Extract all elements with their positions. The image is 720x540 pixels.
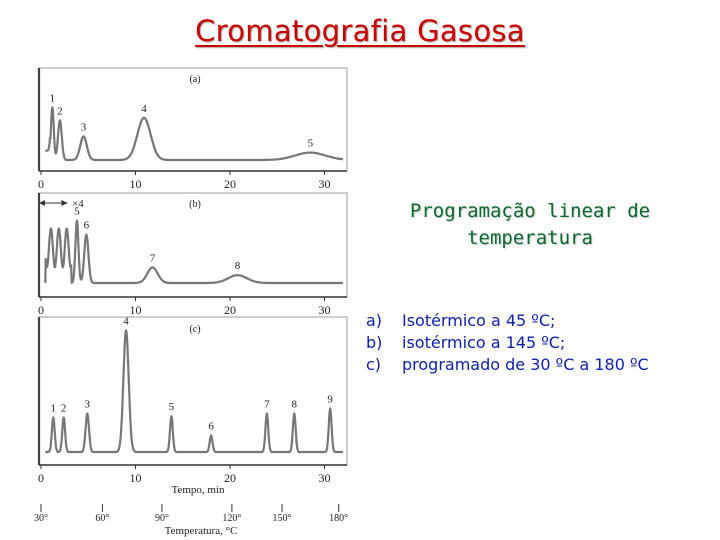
- time-tick-label: 30: [319, 471, 331, 485]
- panel-label: (c): [189, 324, 200, 335]
- peak-label: 6: [208, 420, 214, 432]
- time-tick-label: 10: [130, 303, 142, 317]
- chromatogram-trace: [44, 106, 344, 162]
- peak-label: 7: [264, 399, 270, 411]
- chromatogram-trace: [44, 329, 344, 454]
- peak-label: 2: [61, 402, 67, 414]
- panel-label: (a): [189, 74, 200, 85]
- time-tick-label: 0: [38, 303, 44, 317]
- peak-label: 2: [57, 105, 63, 117]
- condition-marker: a): [366, 311, 383, 330]
- time-tick-label: 30: [319, 303, 331, 317]
- peak-label: 8: [292, 399, 298, 411]
- time-tick-label: 0: [38, 177, 44, 191]
- temperature-program-label: Programação linear de temperatura: [409, 200, 651, 249]
- peak-label: 1: [50, 92, 56, 104]
- temperature-tick-label: 30°: [34, 513, 48, 524]
- page-title: Cromatografia Gasosa: [195, 14, 525, 48]
- peak-label: 4: [141, 103, 147, 115]
- condition-item-c: c) programado de 30 ºC a 180 ºC: [366, 354, 649, 376]
- condition-item-a: a) Isotérmico a 45 ºC;: [366, 310, 649, 332]
- peak-label: 1: [51, 402, 57, 414]
- chromatogram-trace: [44, 219, 344, 285]
- annotation-arrowhead: [39, 200, 45, 206]
- temperature-tick-label: 150°: [272, 513, 291, 524]
- peak-label: 8: [235, 260, 241, 272]
- condition-text: isotérmico a 145 ºC;: [402, 333, 566, 352]
- temperature-axis-title: Temperatura, °C: [165, 525, 238, 537]
- peak-label: 5: [308, 138, 314, 150]
- condition-marker: b): [366, 333, 383, 352]
- peak-label: 5: [74, 206, 80, 218]
- time-tick-label: 0: [38, 471, 44, 485]
- time-tick-label: 10: [130, 177, 142, 191]
- time-axis-title: Tempo, min: [171, 484, 225, 496]
- peak-label: 3: [85, 399, 91, 411]
- annotation-label: ×4: [72, 198, 84, 210]
- condition-text: programado de 30 ºC a 180 ºC: [402, 355, 649, 374]
- condition-text: Isotérmico a 45 ºC;: [402, 311, 556, 330]
- time-tick-label: 20: [224, 471, 236, 485]
- peak-label: 3: [81, 121, 87, 133]
- peak-label: 4: [123, 315, 129, 327]
- time-tick-label: 30: [319, 177, 331, 191]
- annotation-arrowhead: [61, 200, 68, 206]
- time-tick-label: 20: [224, 303, 236, 317]
- condition-item-b: b) isotérmico a 145 ºC;: [366, 332, 649, 354]
- time-tick-label: 20: [224, 177, 236, 191]
- condition-marker: c): [366, 355, 382, 374]
- temperature-tick-label: 120°: [222, 513, 241, 524]
- temperature-tick-label: 90°: [155, 513, 169, 524]
- peak-label: 9: [327, 393, 333, 405]
- temperature-tick-label: 180°: [329, 513, 348, 524]
- peak-label: 7: [150, 252, 156, 264]
- time-tick-label: 10: [130, 471, 142, 485]
- peak-label: 6: [84, 220, 90, 232]
- temperature-tick-label: 60°: [95, 513, 109, 524]
- peak-label: 5: [169, 401, 175, 413]
- panel-label: (b): [189, 199, 201, 210]
- conditions-list: a) Isotérmico a 45 ºC; b) isotérmico a 145…: [366, 310, 649, 376]
